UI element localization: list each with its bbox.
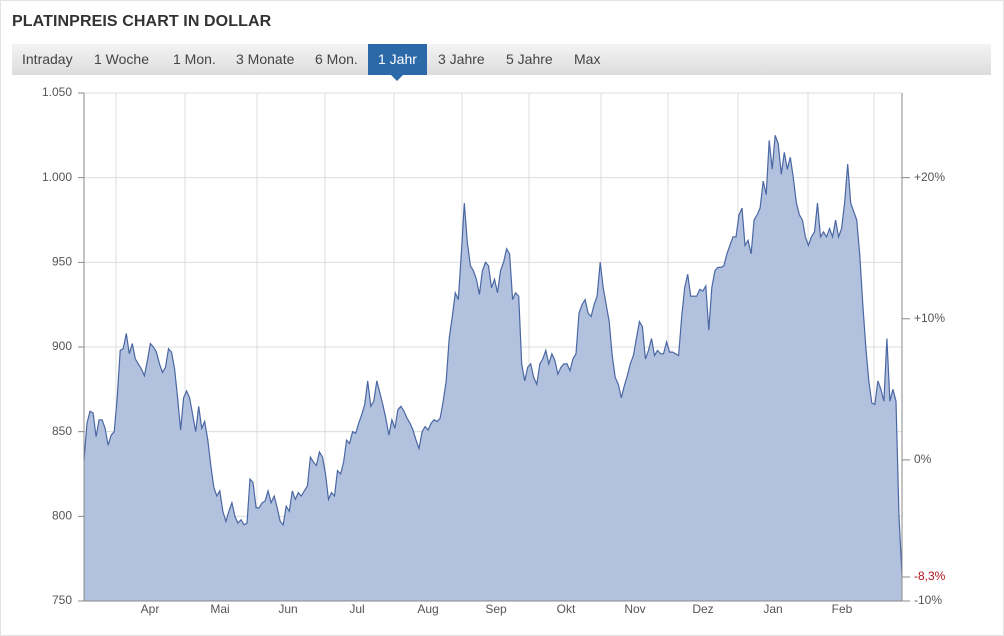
range-tab[interactable]: 5 Jahre bbox=[506, 51, 553, 67]
range-tab[interactable]: Intraday bbox=[22, 51, 73, 67]
x-tick-label: Jan bbox=[763, 602, 782, 616]
x-tick-label: Sep bbox=[485, 602, 507, 616]
x-tick-label: Dez bbox=[692, 602, 713, 616]
y-tick-label: 900 bbox=[52, 339, 72, 353]
y-tick-label: 1.000 bbox=[42, 170, 72, 184]
y2-tick-label: +10% bbox=[914, 311, 945, 325]
x-tick-label: Jul bbox=[349, 602, 364, 616]
chart-title: PLATINPREIS CHART IN DOLLAR bbox=[12, 13, 272, 30]
y-tick-label: 750 bbox=[52, 593, 72, 607]
range-tab[interactable]: 1 Jahr bbox=[368, 44, 427, 81]
range-tab[interactable]: 1 Woche bbox=[94, 51, 149, 67]
y-tick-label: 950 bbox=[52, 255, 72, 269]
x-tick-label: Aug bbox=[417, 602, 438, 616]
range-tab[interactable]: 3 Monate bbox=[236, 51, 295, 67]
y2-tick-label: +20% bbox=[914, 170, 945, 184]
y2-tick-label: -10% bbox=[914, 593, 942, 607]
y-tick-label: 1.050 bbox=[42, 85, 72, 99]
range-tabs: Intraday 1 Woche 1 Mon. 3 Monate 6 Mon. 1 Jah… bbox=[12, 44, 991, 81]
x-tick-label: Okt bbox=[557, 602, 576, 616]
x-tick-label: Apr bbox=[141, 602, 160, 616]
range-tab[interactable]: 3 Jahre bbox=[438, 51, 485, 67]
range-tab[interactable]: Max bbox=[574, 51, 601, 67]
y-tick-label: 850 bbox=[52, 424, 72, 438]
x-tick-label: Feb bbox=[832, 602, 853, 616]
y2-tick-label: 0% bbox=[914, 452, 932, 466]
x-tick-label: Jun bbox=[278, 602, 297, 616]
x-tick-label: Nov bbox=[624, 602, 645, 616]
range-tab[interactable]: 1 Mon. bbox=[173, 51, 216, 67]
area-fill bbox=[84, 135, 902, 602]
price-line bbox=[83, 135, 903, 576]
y-tick-label: 800 bbox=[52, 509, 72, 523]
range-tab[interactable]: 6 Mon. bbox=[315, 51, 358, 67]
x-tick-label: Mai bbox=[210, 602, 229, 616]
annotation-label: -8,3% bbox=[914, 569, 946, 583]
